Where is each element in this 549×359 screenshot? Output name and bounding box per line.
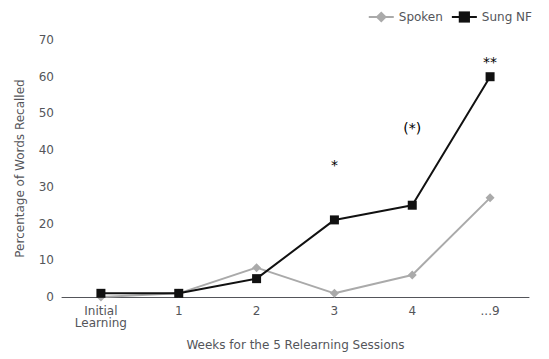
svg-text:Weeks for the 5 Relearning Ses: Weeks for the 5 Relearning Sessions [186, 338, 404, 352]
svg-text:Spoken: Spoken [399, 10, 443, 24]
svg-text:70: 70 [39, 33, 54, 47]
svg-text:Sung NF: Sung NF [482, 10, 532, 24]
svg-text:4: 4 [408, 304, 416, 318]
svg-text:10: 10 [39, 253, 54, 267]
svg-text:3: 3 [331, 304, 339, 318]
svg-text:Learning: Learning [75, 316, 127, 330]
svg-text:60: 60 [39, 70, 54, 84]
svg-text:Percentage of Words Recalled: Percentage of Words Recalled [13, 79, 27, 257]
svg-text:0: 0 [46, 290, 54, 304]
svg-text:Initial: Initial [84, 304, 118, 318]
svg-text:*: * [331, 157, 338, 173]
svg-text:50: 50 [39, 106, 54, 120]
svg-text:2: 2 [253, 304, 261, 318]
svg-text:...9: ...9 [481, 304, 500, 318]
svg-text:30: 30 [39, 180, 54, 194]
svg-text:20: 20 [39, 217, 54, 231]
svg-text:(*): (*) [403, 120, 421, 136]
svg-text:**: ** [483, 54, 497, 70]
svg-text:1: 1 [175, 304, 183, 318]
svg-text:40: 40 [39, 143, 54, 157]
